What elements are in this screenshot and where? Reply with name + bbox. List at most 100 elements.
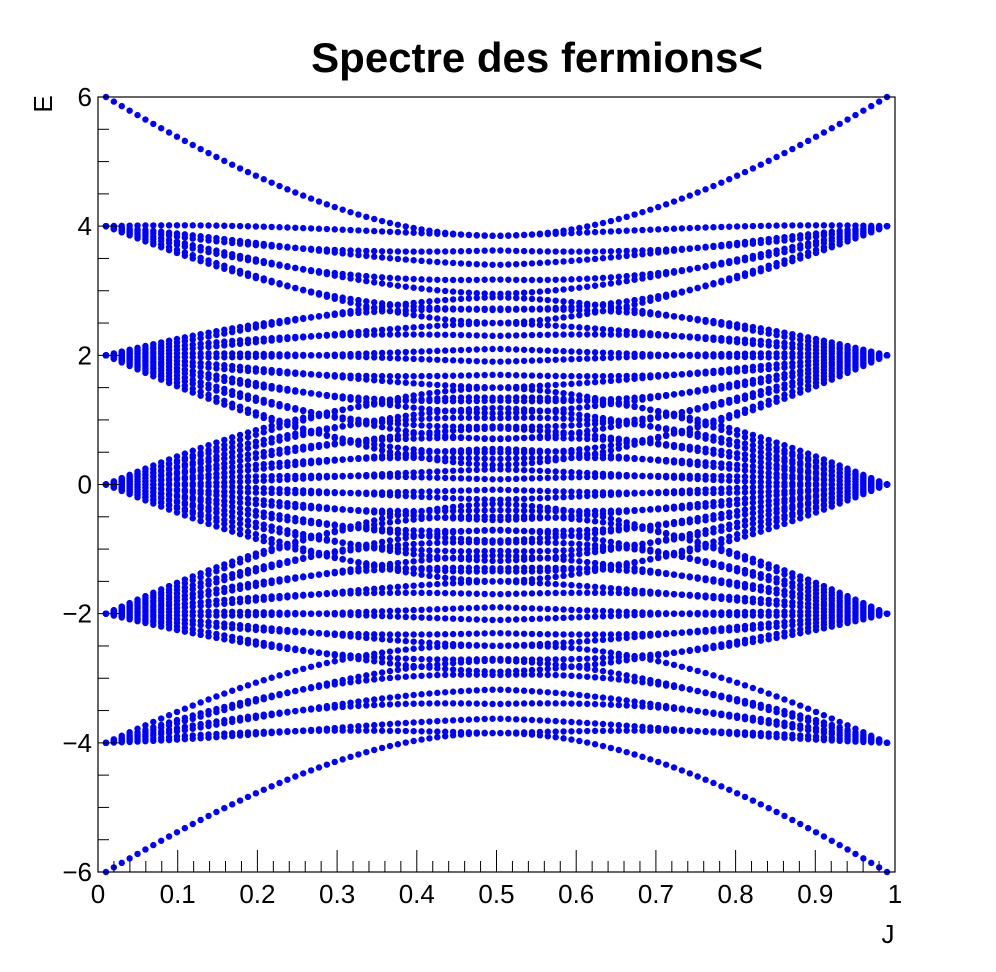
data-point	[662, 291, 670, 298]
data-point	[331, 292, 338, 300]
data-point	[252, 241, 260, 249]
data-point	[797, 452, 804, 459]
data-point	[442, 589, 449, 597]
data-point	[371, 327, 378, 334]
data-point	[797, 459, 804, 466]
data-point	[197, 373, 204, 380]
data-point	[205, 333, 212, 340]
data-point	[221, 265, 228, 272]
data-point	[639, 630, 646, 638]
data-point	[631, 296, 638, 304]
data-point	[252, 507, 260, 515]
data-point	[804, 362, 812, 369]
data-point	[268, 261, 275, 268]
data-point	[662, 410, 670, 418]
data-point	[639, 226, 646, 234]
data-point	[394, 325, 402, 332]
data-point	[355, 420, 362, 427]
data-point	[394, 275, 402, 282]
data-point	[639, 271, 646, 278]
data-point	[347, 393, 354, 401]
data-point	[631, 420, 638, 427]
data-point	[442, 474, 449, 482]
data-point	[110, 98, 118, 105]
data-point	[591, 228, 599, 236]
data-point	[442, 347, 449, 354]
data-point	[497, 358, 504, 365]
data-point	[378, 217, 386, 225]
data-point	[631, 272, 638, 279]
data-point	[576, 435, 583, 442]
data-point	[741, 511, 749, 518]
data-point	[284, 283, 291, 290]
data-point	[568, 229, 575, 237]
data-point	[252, 450, 260, 457]
data-point	[505, 446, 512, 453]
data-point	[371, 435, 378, 442]
data-point	[276, 476, 283, 484]
data-point	[158, 494, 165, 501]
data-point	[229, 267, 236, 275]
data-point	[655, 650, 662, 658]
data-point	[236, 473, 244, 480]
data-point	[497, 590, 504, 598]
data-point	[560, 409, 567, 417]
data-point	[347, 438, 354, 446]
data-point	[284, 489, 291, 497]
data-point	[552, 276, 559, 283]
data-point	[481, 461, 488, 468]
data-point	[307, 489, 315, 497]
data-point	[197, 444, 204, 452]
data-point	[284, 186, 291, 193]
data-point	[489, 371, 496, 379]
data-point	[718, 540, 725, 547]
data-point	[481, 346, 488, 353]
data-point	[631, 472, 638, 479]
data-point	[418, 229, 425, 237]
data-point	[150, 235, 157, 243]
data-point	[733, 172, 741, 179]
data-point	[765, 401, 772, 408]
data-point	[158, 498, 165, 506]
data-point	[726, 441, 733, 448]
data-point	[560, 429, 567, 436]
data-point	[189, 630, 196, 637]
data-point	[410, 655, 417, 663]
data-point	[457, 666, 465, 674]
data-point	[236, 353, 244, 361]
data-point	[812, 346, 820, 354]
data-point	[300, 389, 307, 396]
data-point	[536, 487, 544, 495]
data-point	[662, 505, 670, 513]
data-point	[591, 275, 599, 282]
data-point	[323, 474, 331, 481]
data-point	[386, 452, 394, 459]
data-point	[410, 737, 417, 745]
data-point	[386, 255, 394, 262]
data-point	[505, 306, 512, 314]
data-point	[576, 411, 583, 418]
data-point	[181, 461, 189, 468]
data-point	[205, 520, 212, 527]
data-point	[371, 227, 378, 235]
data-point	[418, 323, 425, 330]
data-point	[497, 319, 504, 327]
data-point	[520, 385, 528, 393]
data-point	[781, 447, 788, 454]
data-point	[765, 624, 772, 631]
data-point	[694, 244, 701, 252]
data-point	[442, 408, 449, 415]
data-point	[418, 454, 425, 462]
data-point	[655, 441, 662, 448]
data-point	[386, 281, 394, 288]
data-point	[331, 489, 338, 497]
data-point	[568, 552, 575, 559]
data-point	[828, 347, 835, 355]
data-point	[402, 331, 409, 338]
data-point	[205, 496, 212, 503]
data-point	[473, 604, 480, 612]
data-point	[402, 545, 409, 553]
data-point	[686, 489, 693, 497]
data-point	[599, 636, 607, 644]
data-point	[268, 369, 275, 376]
